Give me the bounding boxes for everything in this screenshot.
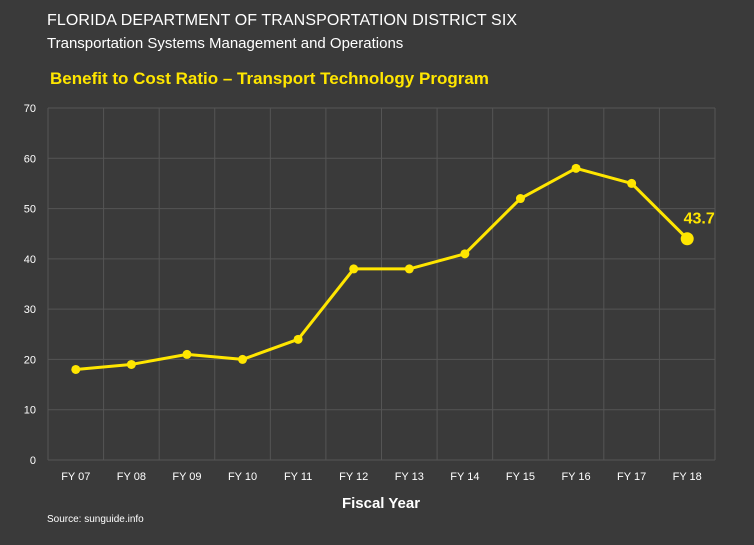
data-point [627,178,637,188]
y-tick-label: 20 [24,354,36,366]
grid-lines [47,107,716,461]
x-tick-label: FY 13 [395,471,424,483]
data-point [349,264,359,274]
annotations: 43.7 [684,211,715,228]
series-line-layer [75,166,689,371]
data-point [404,264,414,274]
data-point [238,354,248,364]
data-point [460,249,470,259]
data-point [680,232,694,246]
x-tick-label: FY 08 [117,471,146,483]
y-tick-label: 70 [24,103,36,115]
x-tick-label: FY 18 [673,471,702,483]
y-tick-label: 0 [30,455,36,467]
x-tick-label: FY 11 [284,471,312,483]
y-tick-label: 30 [24,304,36,316]
y-axis-ticks: 0 10 20 30 40 50 60 70 [24,103,36,467]
data-point [515,194,525,204]
x-tick-label: FY 07 [61,471,90,483]
y-tick-label: 10 [24,405,36,417]
x-tick-label: FY 15 [506,471,535,483]
x-tick-label: FY 10 [228,471,257,483]
data-point [293,334,303,344]
x-tick-label: FY 17 [617,471,646,483]
data-point [126,359,136,369]
source-note: Source: sunguide.info [47,514,144,525]
y-tick-label: 60 [24,153,36,165]
header-title: FLORIDA DEPARTMENT OF TRANSPORTATION DIS… [47,12,518,29]
x-axis-label: Fiscal Year [342,495,420,512]
header-subtitle: Transportation Systems Management and Op… [47,35,404,52]
y-tick-label: 40 [24,254,36,266]
x-axis-ticks: FY 07 FY 08 FY 09 FY 10 FY 11 FY 12 FY 13 FY 14… [61,471,702,483]
data-point [571,163,581,173]
x-tick-label: FY 09 [172,471,201,483]
data-point [71,364,81,374]
y-tick-label: 50 [24,204,36,216]
chart-title: Benefit to Cost Ratio – Transport Techno… [50,69,489,88]
x-tick-label: FY 12 [339,471,368,483]
data-points [71,163,694,374]
data-point [182,349,192,359]
x-tick-label: FY 16 [561,471,590,483]
x-tick-label: FY 14 [450,471,479,483]
data-label: 43.7 [684,211,715,228]
series-line [75,166,689,371]
